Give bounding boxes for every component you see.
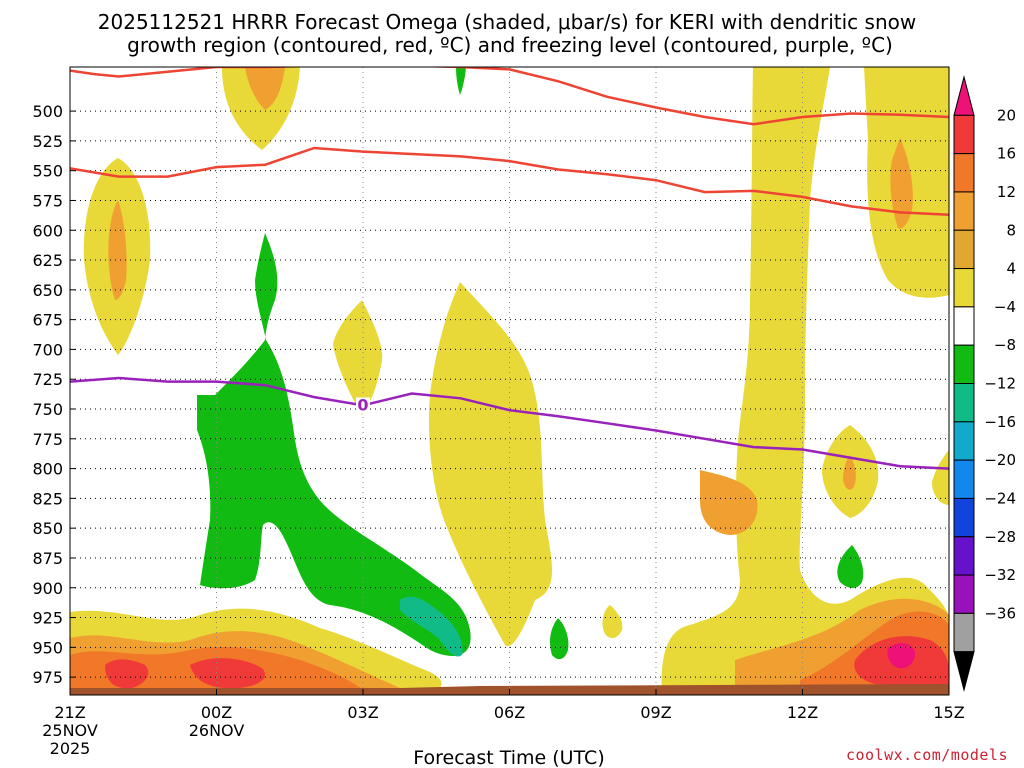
colorbar-swatch-6: [953, 306, 975, 346]
x-tick-label-6: 15Z: [933, 703, 964, 722]
x-tick-label-0: 21Z: [54, 703, 85, 722]
x-tick-label-5: 12Z: [787, 703, 818, 722]
freezing-level-label-bg: [356, 397, 370, 414]
colorbar-label-7: −12: [984, 375, 1016, 393]
chart-title-line1: 2025112521 HRRR Forecast Omega (shaded, …: [98, 10, 916, 34]
omega-region-lightorange-topleft: [245, 67, 285, 110]
y-tick-label-6: 650: [32, 281, 63, 300]
colorbar-label-10: −24: [984, 489, 1016, 507]
omega-region-lightorange-smallright: [843, 455, 856, 490]
contour-line-2: [70, 146, 949, 217]
omega-region-teal: [400, 596, 463, 657]
colorbar-label-0: 20: [997, 106, 1016, 124]
y-tick-label-10: 750: [32, 400, 63, 419]
y-tick-label-2: 550: [32, 162, 63, 181]
colorbar-label-3: 8: [1006, 221, 1016, 239]
chart-title-line2: growth region (contoured, red, ºC) and f…: [127, 33, 893, 57]
omega-region-green-main: [197, 233, 471, 656]
x-tick-label-1: 00Z: [201, 703, 232, 722]
colorbar-label-6: −8: [994, 336, 1016, 354]
y-tick-label-7: 675: [32, 311, 63, 330]
y-tick-label-4: 600: [32, 221, 63, 240]
y-tick-label-14: 850: [32, 519, 63, 538]
colorbar-swatch-12: [953, 536, 975, 576]
y-tick-label-15: 875: [32, 549, 63, 568]
colorbar-swatch-1: [953, 114, 975, 155]
colorbar-label-2: 12: [997, 183, 1016, 201]
omega-region-lightorange-left: [108, 200, 127, 300]
omega-region-red-left-2: [190, 658, 266, 689]
omega-region-yellow-mid-blob: [333, 300, 383, 415]
y-tick-label-11: 775: [32, 430, 63, 449]
colorbar-label-12: −32: [984, 566, 1016, 584]
y-tick-label-18: 950: [32, 638, 63, 657]
omega-region-yellow-center-column: [428, 282, 553, 647]
x-axis-label: Forecast Time (UTC): [413, 747, 604, 768]
omega-region-yellow-edge-right: [932, 450, 949, 505]
omega-region-lightorange-rightcol: [700, 470, 758, 535]
colorbar: 20 16 12 8 4 −4 −8 −12 −16 −20 −24 −28 −32 −36: [953, 75, 1016, 692]
colorbar-swatch-13: [953, 574, 975, 614]
colorbar-swatch-11: [953, 497, 975, 538]
omega-region-magenta-right: [887, 643, 916, 669]
y-tick-label-12: 800: [32, 460, 63, 479]
y-tick-label-0: 500: [32, 102, 63, 121]
x-tick-date-1: 26NOV: [189, 721, 245, 740]
colorbar-swatch-5: [953, 268, 975, 308]
colorbar-top-arrow: [953, 75, 975, 116]
omega-shading: [70, 67, 949, 695]
colorbar-swatch-14: [953, 612, 975, 653]
contours: [70, 67, 949, 470]
colorbar-label-8: −16: [984, 413, 1016, 431]
y-tick-label-16: 900: [32, 579, 63, 598]
omega-region-green-spot-2: [837, 545, 864, 588]
contour-line-1: [70, 67, 949, 126]
omega-region-red-left-1: [105, 659, 149, 689]
colorbar-swatch-4: [953, 229, 975, 270]
omega-region-green-top: [456, 67, 466, 95]
colorbar-label-9: −20: [984, 451, 1016, 469]
colorbar-swatch-9: [953, 421, 975, 461]
y-tick-label-13: 825: [32, 489, 63, 508]
y-tick-label-19: 975: [32, 668, 63, 687]
colorbar-swatch-3: [953, 191, 975, 231]
y-axis: 500 525 550 575 600 625 650 675 700 725 750 775 800 8…: [32, 102, 76, 687]
y-tick-label-1: 525: [32, 132, 63, 151]
y-tick-label-5: 625: [32, 251, 63, 270]
omega-region-green-spot-1: [550, 618, 569, 660]
y-tick-label-17: 925: [32, 609, 63, 628]
y-tick-label-3: 575: [32, 191, 63, 210]
x-tick-date-0: 25NOV: [42, 721, 98, 740]
colorbar-swatch-10: [953, 459, 975, 499]
omega-region-lightorange-farright: [890, 138, 913, 229]
x-tick-label-4: 09Z: [640, 703, 671, 722]
colorbar-label-5: −4: [994, 298, 1016, 316]
x-tick-label-3: 06Z: [494, 703, 525, 722]
colorbar-label-4: 4: [1006, 260, 1016, 278]
colorbar-label-13: −36: [984, 604, 1016, 622]
omega-region-yellow-small-spot: [602, 605, 623, 639]
colorbar-swatch-7: [953, 344, 975, 384]
colorbar-label-11: −28: [984, 528, 1016, 546]
x-tick-label-2: 03Z: [347, 703, 378, 722]
x-tick-year-0: 2025: [50, 739, 91, 758]
colorbar-swatch-8: [953, 383, 975, 423]
y-tick-label-8: 700: [32, 340, 63, 359]
y-tick-label-9: 725: [32, 370, 63, 389]
contour-line-0: [70, 376, 949, 470]
credit-text: coolwx.com/models: [846, 746, 1008, 764]
colorbar-label-1: 16: [997, 145, 1016, 163]
colorbar-swatch-2: [953, 153, 975, 193]
colorbar-bottom-arrow: [953, 651, 975, 692]
freezing-level-label: 0: [357, 395, 368, 414]
